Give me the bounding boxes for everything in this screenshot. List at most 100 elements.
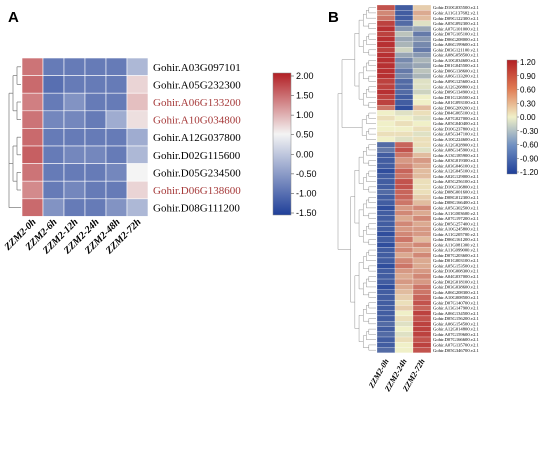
legend-tick-label: 0.00 (296, 149, 314, 159)
heatmap-cell (126, 128, 149, 147)
heatmap-cell (376, 331, 396, 338)
heatmap-cell (394, 342, 414, 348)
heatmap-cell (412, 173, 432, 180)
heatmap-cell (412, 78, 432, 85)
heatmap-cell (412, 310, 432, 317)
row-label: Gohir.A08G145900.v2.1 (433, 148, 480, 153)
heatmap-cell (126, 163, 149, 182)
heatmap-cell (376, 268, 396, 274)
legend-tick-label: -0.50 (296, 169, 317, 179)
heatmap-cell (412, 226, 432, 232)
panel-a-dendrogram (8, 66, 21, 208)
heatmap-cell (394, 83, 414, 90)
heatmap-cell (412, 273, 432, 280)
heatmap-cell (376, 342, 396, 348)
row-label: Gohir.A11G081300.v2.1 (433, 242, 479, 247)
heatmap-cell (394, 231, 414, 238)
heatmap-cell (412, 94, 432, 100)
legend-tick-label: 0.50 (296, 130, 314, 140)
heatmap-cell (394, 147, 414, 153)
row-label: Gohir.D10G136800.v2.1 (433, 184, 480, 189)
row-label: Gohir.A05G232300 (153, 79, 241, 91)
heatmap-cell (412, 15, 432, 21)
heatmap-cell (394, 305, 414, 311)
panel-a-heatmap (21, 57, 149, 217)
heatmap-cell (412, 205, 432, 211)
heatmap-cell (412, 289, 432, 295)
heatmap-cell (21, 180, 44, 200)
heatmap-cell (412, 305, 432, 311)
heatmap-cell (394, 273, 414, 280)
legend-tick-label: -0.30 (520, 127, 539, 136)
heatmap-cell (412, 131, 432, 137)
row-label: Gohir.A08G058500.v2.1 (433, 53, 480, 58)
row-label: Gohir.D04G065100.v2.1 (433, 111, 480, 116)
heatmap-cell (376, 184, 396, 190)
heatmap-cell (42, 180, 65, 200)
panel-b-row-labels: Gohir.D10G035500.v2.1Gohir.A11G137682.v2… (433, 5, 480, 353)
heatmap-cell (63, 92, 86, 112)
row-label: Gohir.A03G019300.v2.1 (433, 158, 480, 163)
heatmap-cell (126, 57, 149, 76)
heatmap-cell (394, 263, 414, 269)
panel-b-legend: 1.20 0.90 0.60 0.30 0.00 -0.30 -0.60 -0.90 -1.20 (506, 58, 539, 177)
heatmap-cell (84, 180, 107, 200)
heatmap-cell (21, 128, 44, 147)
heatmap-cell (376, 105, 396, 111)
row-label: Gohir.D03G121100.v2.1 (433, 47, 479, 52)
heatmap-cell (394, 78, 414, 85)
row-label: Gohir.A10G034600.v2.1 (433, 58, 480, 63)
heatmap-cell (394, 268, 414, 274)
heatmap-cell (412, 236, 432, 243)
heatmap-cell (394, 36, 414, 43)
heatmap-cell (376, 157, 396, 164)
heatmap-cell (42, 163, 65, 182)
heatmap-cell (412, 147, 432, 153)
heatmap-cell (376, 326, 396, 332)
heatmap-cell (412, 141, 432, 148)
panel-b-heatmap (376, 4, 432, 353)
row-label: Gohir.A13G147900.v2.1 (433, 306, 480, 311)
row-label: Gohir.D09G122300.v2.1 (433, 16, 480, 21)
heatmap-cell (394, 115, 414, 122)
panel-a-legend-colorbar (272, 72, 292, 216)
row-label: Gohir.A02G129000.v2.1 (433, 174, 480, 179)
heatmap-cell (126, 75, 149, 94)
heatmap-cell (376, 310, 396, 317)
row-label: Gohir.D02G115600 (153, 150, 241, 162)
heatmap-cell (394, 347, 414, 353)
heatmap-cell (63, 180, 86, 200)
heatmap-cell (42, 198, 65, 217)
heatmap-cell (394, 331, 414, 338)
heatmap-cell (376, 94, 396, 100)
heatmap-cell (376, 57, 396, 64)
heatmap-cell (376, 147, 396, 153)
heatmap-cell (376, 168, 396, 174)
row-label: Gohir.D05G234500 (153, 167, 241, 179)
row-label: Gohir.A05G092300.v2.1 (433, 21, 480, 26)
heatmap-cell (412, 342, 432, 348)
heatmap-cell (376, 41, 396, 48)
heatmap-cell (394, 168, 414, 174)
heatmap-cell (394, 226, 414, 232)
heatmap-cell (84, 145, 107, 164)
heatmap-cell (394, 157, 414, 164)
row-label: Gohir.A12G014800.v2.1 (433, 327, 480, 332)
row-label: Gohir.A05G302500.v2.1 (433, 205, 480, 210)
row-label: Gohir.A06G199600.v2.1 (433, 42, 480, 47)
heatmap-cell (394, 4, 414, 11)
heatmap-cell (376, 305, 396, 311)
heatmap-cell (376, 78, 396, 85)
heatmap-cell (105, 75, 128, 94)
heatmap-cell (412, 257, 432, 264)
heatmap-cell (412, 105, 432, 111)
row-label: Gohir.D05G346700.v2.1 (433, 348, 480, 353)
heatmap-cell (412, 210, 432, 216)
heatmap-cell (376, 62, 396, 69)
heatmap-cell (394, 94, 414, 100)
row-label: Gohir.D08G012300.v2.1 (433, 195, 480, 200)
heatmap-cell (412, 336, 432, 343)
row-label: Gohir.A07G135700.v2.1 (433, 343, 480, 348)
heatmap-cell (42, 92, 65, 112)
heatmap-cell (376, 73, 396, 79)
